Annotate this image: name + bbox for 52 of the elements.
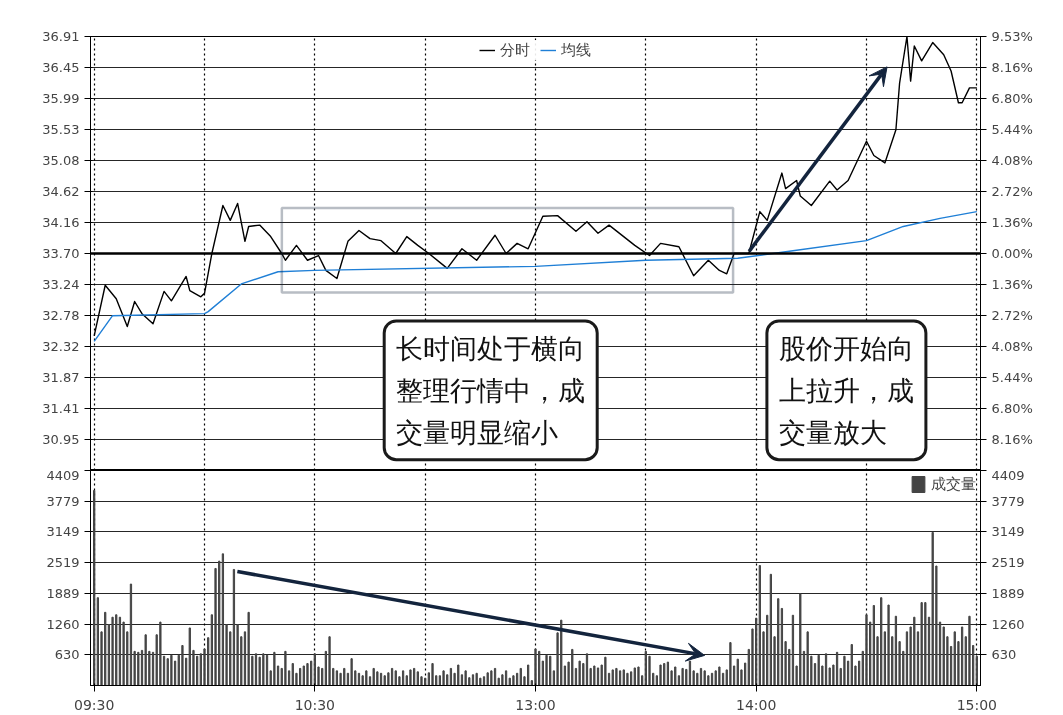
y-tick-label: 33.70 [42, 246, 80, 261]
y2-tick-label: 8.16% [991, 431, 1033, 447]
y2-tick-label: 5.44% [991, 122, 1033, 138]
y2-tick-label: 1889 [991, 585, 1025, 601]
y-tick-label: 33.24 [42, 277, 80, 293]
y-tick-label: 1889 [46, 585, 80, 601]
legend-label: 成交量 [931, 474, 976, 494]
annotation: 股价开始向上拉升，成交量放大 [778, 332, 914, 448]
y-tick-label: 34.62 [42, 183, 80, 199]
y2-tick-label: 6.80% [991, 91, 1033, 107]
y2-tick-label: 1260 [991, 616, 1025, 632]
y2-tick-label: 1.36% [991, 215, 1033, 231]
y2-tick-label: 9.53% [991, 29, 1033, 44]
annotation: 长时间处于横向整理行情中，成交量明显缩小 [396, 332, 586, 448]
x-tick-label: 15:00 [956, 696, 998, 713]
x-tick-label: 13:00 [515, 696, 556, 713]
y-tick-label: 630 [54, 647, 80, 663]
y-tick-label: 30.95 [42, 431, 80, 447]
y2-tick-label: 4409 [991, 467, 1025, 483]
y-tick-label: 31.87 [42, 369, 80, 385]
y-tick-label: 35.08 [42, 152, 80, 168]
legend-label: 均线 [561, 40, 591, 60]
y-tick-label: 36.91 [42, 29, 80, 44]
y-tick-label: 35.53 [42, 122, 80, 138]
y-tick-label: 31.41 [42, 400, 80, 416]
x-tick-label: 10:30 [294, 696, 336, 713]
y-tick-label: 34.16 [42, 214, 80, 230]
x-tick-label: 14:00 [735, 696, 777, 713]
y-tick-label: 36.45 [42, 60, 80, 76]
y2-tick-label: 630 [991, 647, 1017, 663]
y2-tick-label: 1.36% [991, 276, 1033, 292]
y-tick-label: 32.32 [42, 339, 80, 355]
y2-tick-label: 3779 [991, 493, 1025, 509]
y2-tick-label: 3149 [991, 524, 1025, 540]
x-tick-label: 09:30 [74, 696, 115, 713]
y2-tick-label: 2.72% [991, 184, 1033, 200]
legend-label: 分时 [500, 40, 530, 60]
y2-tick-label: 2.72% [991, 307, 1033, 323]
y2-tick-label: 4.08% [991, 153, 1033, 169]
y-tick-label: 3149 [46, 524, 80, 540]
y-tick-label: 35.99 [42, 91, 80, 107]
y2-tick-label: 2519 [991, 555, 1025, 571]
y2-tick-label: 0.00% [991, 246, 1033, 261]
y-tick-label: 32.78 [42, 308, 80, 324]
y-tick-label: 2519 [46, 555, 80, 571]
y-tick-label: 3779 [46, 493, 80, 509]
y-tick-label: 4409 [46, 467, 80, 483]
y2-tick-label: 8.16% [991, 60, 1033, 76]
y-tick-label: 1260 [46, 616, 80, 632]
y2-tick-label: 5.44% [991, 369, 1033, 385]
y2-tick-label: 4.08% [991, 338, 1033, 354]
y2-tick-label: 6.80% [991, 400, 1033, 416]
